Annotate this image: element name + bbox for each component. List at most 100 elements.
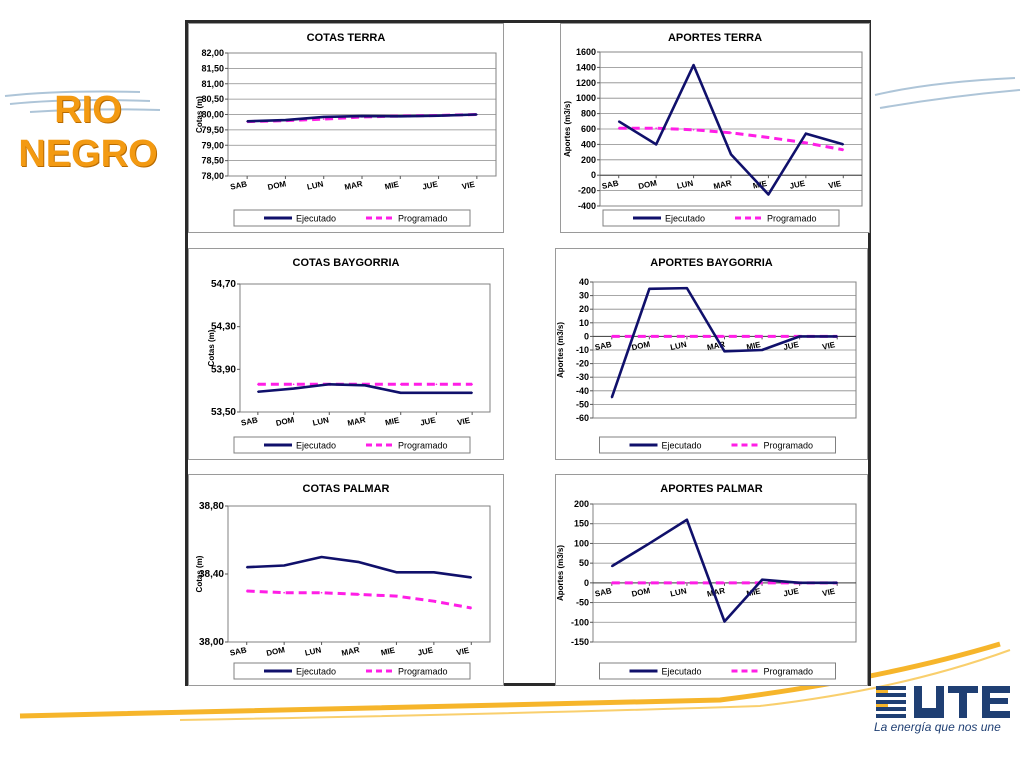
y-tick-label: 600: [581, 124, 596, 134]
y-tick-label: 100: [574, 538, 589, 548]
x-tick-label: VIE: [456, 646, 471, 658]
data-point-programado: [723, 335, 726, 338]
y-tick-label: 30: [579, 291, 589, 301]
data-point-ejecutado: [730, 153, 732, 156]
y-tick-label: 40: [579, 277, 589, 287]
chart-cotas-terra: COTAS TERRA 82,00 81,50 81,00 80,50 80,00 79,5…: [188, 23, 504, 233]
data-point-ejecutado: [761, 578, 763, 581]
orange-swoosh-bottom: [19, 641, 1001, 719]
y-tick-label: 50: [579, 558, 589, 568]
data-point-programado: [842, 148, 845, 151]
data-point-programado: [723, 582, 726, 584]
data-point-ejecutado: [399, 115, 402, 118]
data-point-ejecutado: [648, 542, 651, 545]
y-tick-label: 82,00: [201, 48, 224, 58]
legend-label-programado: Programado: [398, 441, 448, 451]
y-tick-label: 0: [584, 578, 589, 588]
chart-title: COTAS PALMAR: [303, 483, 390, 495]
data-point-ejecutado: [798, 582, 801, 584]
x-tick-label: SAB: [594, 340, 613, 352]
x-tick-label: LUN: [669, 586, 687, 598]
y-tick-label: 79,00: [201, 140, 224, 150]
data-point-ejecutado: [292, 387, 295, 390]
x-tick-label: MIE: [746, 340, 762, 352]
y-tick-label: 1200: [576, 78, 596, 88]
data-point-ejecutado: [648, 288, 651, 290]
legend-box: [233, 209, 471, 227]
data-point-programado: [283, 591, 285, 594]
x-tick-label: MIE: [384, 416, 400, 428]
data-point-ejecutado: [836, 582, 839, 584]
x-tick-label: VIE: [828, 179, 843, 191]
legend-box: [602, 209, 840, 227]
chart-svg: APORTES BAYGORRIA 40 30 20 10 0 -10 -20 -30 -40 -5…: [555, 248, 868, 460]
data-point-ejecutado: [471, 392, 473, 394]
data-point-ejecutado: [364, 384, 366, 387]
y-tick-label: 800: [581, 109, 596, 119]
data-point-programado: [292, 383, 295, 386]
data-point-programado: [761, 582, 763, 584]
legend-box: [599, 662, 836, 680]
x-tick-label: JUE: [789, 179, 807, 191]
data-point-programado: [435, 383, 438, 386]
legend-box: [599, 436, 836, 454]
x-tick-label: MAR: [344, 179, 364, 192]
x-tick-label: LUN: [312, 415, 330, 427]
y-tick-label: 78,50: [201, 156, 224, 166]
x-tick-label: MIE: [746, 586, 762, 598]
y-tick-label: 1600: [576, 47, 596, 57]
chart-aportes-palmar: APORTES PALMAR 200 150 100 50 0 -50 -100 -150 Apo…: [555, 474, 868, 686]
x-tick-label: MIE: [384, 180, 400, 192]
data-point-ejecutado: [836, 335, 839, 338]
data-point-programado: [648, 582, 651, 584]
legend-label-programado: Programado: [398, 667, 448, 677]
x-tick-label: SAB: [601, 179, 620, 191]
slide-title: RIO NEGRO: [8, 88, 168, 176]
data-point-programado: [471, 383, 473, 386]
y-tick-label: 81,00: [201, 79, 224, 89]
chart-svg: COTAS TERRA 82,00 81,50 81,00 80,50 80,00 79,5…: [188, 23, 504, 233]
slide-title-line1: RIO: [54, 89, 122, 131]
y-tick-label: -100: [571, 617, 589, 627]
x-tick-label: DOM: [275, 415, 295, 428]
x-tick-label: SAB: [594, 586, 613, 598]
y-tick-label: 54,70: [211, 279, 236, 290]
y-tick-label: 78,00: [201, 171, 224, 181]
data-point-programado: [648, 335, 651, 338]
data-point-programado: [805, 142, 807, 144]
x-tick-label: SAB: [229, 645, 248, 657]
y-tick-label: -40: [576, 386, 589, 396]
y-axis-label: Aportes (m3/s): [556, 545, 565, 601]
x-tick-label: MAR: [347, 415, 367, 428]
legend-label-ejecutado: Ejecutado: [296, 441, 336, 451]
y-tick-label: 54,30: [211, 322, 236, 333]
data-point-ejecutado: [395, 571, 398, 574]
data-point-programado: [470, 607, 473, 609]
legend-label-ejecutado: Ejecutado: [662, 441, 702, 451]
x-tick-label: JUE: [419, 415, 437, 427]
y-axis-label: Aportes (m3/s): [556, 322, 565, 378]
data-point-programado: [617, 127, 620, 130]
data-point-programado: [610, 335, 613, 338]
data-point-ejecutado: [842, 143, 845, 146]
x-tick-label: VIE: [821, 587, 836, 599]
x-tick-label: SAB: [240, 415, 259, 427]
x-tick-label: VIE: [456, 416, 471, 428]
data-point-ejecutado: [476, 113, 478, 116]
data-point-programado: [655, 127, 657, 130]
x-tick-label: DOM: [638, 178, 658, 191]
x-tick-label: DOM: [266, 645, 286, 658]
x-tick-label: JUE: [422, 179, 440, 191]
data-point-ejecutado: [767, 193, 770, 196]
y-tick-label: 0: [584, 331, 589, 341]
x-tick-label: JUE: [783, 340, 801, 352]
legend-label-programado: Programado: [764, 441, 814, 451]
y-tick-label: 53,90: [211, 364, 236, 375]
ute-logo-letters-icon: [914, 686, 1010, 718]
y-tick-label: -30: [576, 372, 589, 382]
y-tick-label: 53,50: [211, 407, 236, 418]
x-tick-label: MAR: [341, 645, 361, 658]
data-point-ejecutado: [245, 566, 248, 568]
y-tick-label: -400: [578, 201, 596, 211]
data-point-ejecutado: [283, 564, 285, 567]
